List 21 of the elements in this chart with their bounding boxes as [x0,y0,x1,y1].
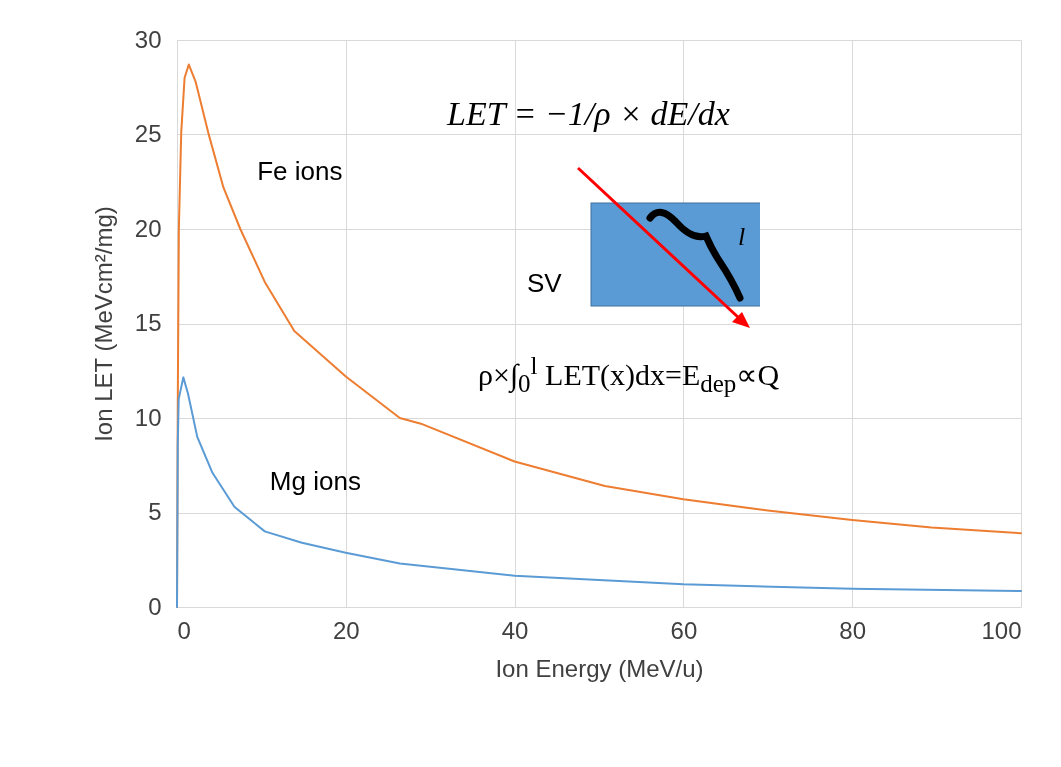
x-tick-label: 0 [177,616,191,644]
y-tick-label: 10 [134,403,162,431]
y-tick-label: 15 [134,309,162,336]
y-tick-label: 5 [148,498,162,525]
x-tick-label: 60 [670,616,698,644]
y-tick-label: 25 [134,120,162,147]
y-axis-title: Ion LET (MeVcm²/mg) [89,206,117,442]
series-label: Mg ions [269,466,361,497]
x-axis-title: Ion Energy (MeV/u) [495,654,704,682]
y-tick-label: 20 [134,214,162,242]
annotation: l [738,222,746,252]
y-tick-label: 30 [134,25,162,53]
y-tick-label: 0 [148,592,162,620]
x-tick-label: 100 [981,616,1022,644]
series-label: Fe ions [257,156,343,187]
annotation: ρ×∫$_{0}$$^{l}$ LET(x)dx=E$_{dep}$∝Q [478,352,780,398]
annotation: SV [527,268,562,299]
x-tick-label: 80 [839,616,867,644]
x-tick-label: 20 [332,616,360,644]
x-tick-label: 40 [501,616,529,644]
annotation: LET = −1/ρ × dE/dx [447,95,730,133]
